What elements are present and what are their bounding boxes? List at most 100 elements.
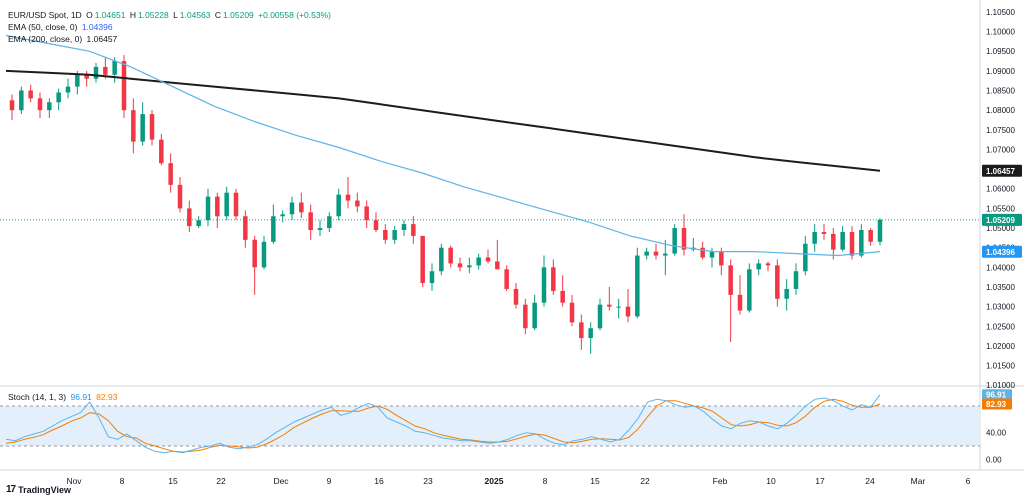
candle-body [541,267,547,303]
ema50-label: EMA (50, close, 0) [8,22,78,32]
price-tick-label: 1.09500 [986,47,1015,56]
candle-body [56,92,61,103]
candle-body [327,216,332,229]
candle-body [121,61,127,111]
candle-body [140,114,145,142]
high-label: H [129,10,136,20]
stoch-k-label-box [982,389,1012,401]
ema50-value: 1.04396 [81,22,113,32]
time-tick-label: Dec [273,476,289,486]
candle-body [411,224,416,236]
time-tick-label: 15 [590,476,600,486]
time-tick-label: 8 [543,476,548,486]
ema200-line [5,69,881,172]
price-tick-label: 1.05000 [986,224,1015,233]
candle-body [93,66,99,79]
open-value: 1.04651 [94,10,126,20]
candle-body [728,265,733,295]
candle-body [681,228,687,250]
candle-body [523,304,528,329]
price-tick-label: 1.03500 [986,283,1015,292]
stoch-tick-label: 40.00 [986,429,1007,438]
candle-body [355,200,360,207]
price-label-box [982,164,1022,177]
candle-body [112,61,117,75]
price-label-box [982,245,1022,258]
candle-body [663,253,668,256]
stoch-k-value: 96.91 [70,392,92,402]
candle-body [495,261,500,270]
candle-body [168,163,173,185]
time-tick-label: 22 [640,476,650,486]
candle-body [513,288,519,305]
candle-body [457,263,463,268]
symbol-title: EUR/USD Spot, 1D [8,10,82,20]
stoch-d-label-box [982,398,1012,410]
candle-body [177,184,183,209]
ema200-label: EMA (200, close, 0) [8,34,83,44]
price-tick-label: 1.09000 [986,67,1015,76]
candle-body [775,265,780,299]
stoch-d-axis-label: 82.93 [986,400,1007,409]
candle-body [439,247,444,272]
close-value: 1.05209 [223,10,254,20]
time-tick-label: 9 [327,476,332,486]
candle-body [84,74,89,79]
ema200-legend: EMA (200, close, 0) 1.06457 [8,34,119,44]
stoch-tick-label: 0.00 [986,455,1002,464]
candle-body [65,86,71,93]
time-tick-label: 2025 [485,476,504,486]
candle-body [476,257,481,266]
candle-body [467,265,472,268]
tradingview-logo-icon: 17 [6,484,16,495]
ema50-line [5,34,881,257]
candle-body [793,271,799,289]
time-tick-label: 22 [216,476,226,486]
candle-body [103,66,108,75]
time-tick-label: Mar [911,476,926,486]
price-tick-label: 1.01500 [986,362,1015,371]
time-tick-label: Feb [713,476,728,486]
candle-body [19,90,24,111]
time-tick-label: 24 [865,476,875,486]
ema200-value: 1.06457 [86,34,118,44]
candle-body [289,202,295,215]
candle-body [765,263,771,266]
candle-body [205,196,211,221]
price-tick-label: 1.03000 [986,303,1015,312]
ema50-legend: EMA (50, close, 0) 1.04396 [8,22,115,32]
candle-body [672,228,677,254]
candle-body [383,230,388,240]
time-tick-label: 23 [423,476,433,486]
candle-body [280,214,285,217]
candle-body [551,267,556,291]
stoch-legend: Stoch (14, 1, 3) 96.91 82.93 [8,392,119,402]
price-tick-label: 1.02000 [986,342,1015,351]
candle-body [709,251,715,258]
candle-body [47,102,52,111]
candle-body [401,224,407,231]
candle-body [9,100,15,111]
candle-body [784,288,789,299]
candle-body [569,302,575,323]
tradingview-logo[interactable]: 17 TradingView [6,484,71,495]
price-tick-label: 1.07000 [986,145,1015,154]
candle-body [532,302,537,329]
stoch-d-line [5,398,881,453]
candle-body [485,257,491,262]
candle-body [224,192,229,217]
candle-body [616,306,621,308]
candle-body [196,220,201,227]
candle-body [420,235,425,284]
candle-body [588,328,593,339]
stoch-k-axis-label: 96.91 [986,391,1007,400]
candle-body [159,139,164,164]
candle-body [131,110,136,142]
candle-body [560,290,565,303]
tradingview-brand: TradingView [18,484,71,495]
candle-body [849,231,855,256]
candle-body [233,192,239,217]
stoch-label: Stoch (14, 1, 3) [8,392,67,402]
low-value: 1.04563 [179,10,211,20]
